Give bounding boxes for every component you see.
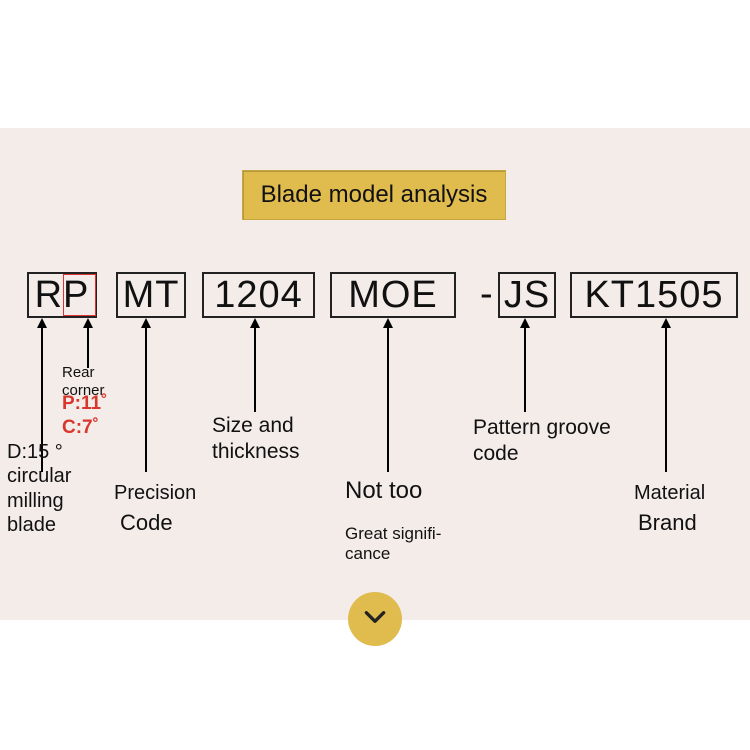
- seg-size-text: 1204: [214, 274, 303, 317]
- seg-moe-text: MOE: [348, 274, 438, 317]
- label-precision-l2: Code: [120, 510, 173, 535]
- label-material-l1: Material: [634, 482, 705, 504]
- seg-material: KT1505: [570, 272, 738, 318]
- label-material-1: Material: [634, 481, 705, 505]
- label-moe-l2: Great signifi- cance: [345, 524, 441, 564]
- label-material-2: Brand: [638, 510, 697, 537]
- label-shape: D:15 ° circular milling blade: [7, 440, 85, 538]
- label-precision-l1: Precision: [114, 482, 196, 504]
- rear-corner-highlight: [63, 274, 96, 316]
- label-size-text: Size and thickness: [212, 414, 300, 463]
- diagram-title-text: Blade model analysis: [261, 181, 488, 209]
- seg-pattern-text: JS: [504, 274, 550, 317]
- label-p-angle: P:11˚: [62, 392, 107, 415]
- diagram-title: Blade model analysis: [242, 170, 506, 220]
- label-precision-code: Code: [120, 510, 173, 537]
- label-pattern-text: Pattern groove code: [473, 416, 611, 465]
- scroll-down-button[interactable]: [348, 592, 402, 646]
- seg-precision: MT: [116, 272, 186, 318]
- label-size: Size and thickness: [212, 413, 322, 464]
- dash-sep: -: [480, 273, 493, 316]
- label-p-angle-text: P:11˚: [62, 393, 107, 414]
- seg-pattern: JS: [498, 272, 556, 318]
- label-c-angle-text: C:7˚: [62, 417, 99, 438]
- label-moe-2: Great signifi- cance: [345, 503, 445, 565]
- label-c-angle: C:7˚: [62, 416, 99, 439]
- seg-precision-text: MT: [123, 274, 180, 317]
- seg-moe: MOE: [330, 272, 456, 318]
- label-moe-1: Not too: [345, 476, 422, 505]
- chevron-down-icon: [362, 604, 388, 635]
- label-pattern: Pattern groove code: [473, 415, 623, 466]
- label-material-l2: Brand: [638, 510, 697, 535]
- label-moe-l1: Not too: [345, 477, 422, 504]
- label-shape-text: D:15 ° circular milling blade: [7, 441, 71, 536]
- seg-size: 1204: [202, 272, 315, 318]
- seg-material-text: KT1505: [584, 274, 723, 317]
- label-precision: Precision: [114, 481, 196, 505]
